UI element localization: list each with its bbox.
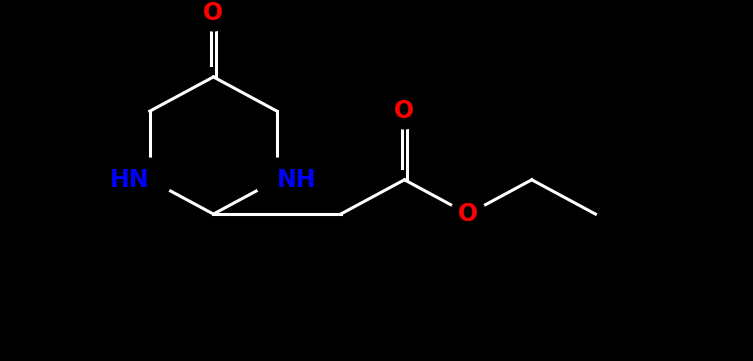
Circle shape [255,158,299,201]
Text: NH: NH [277,168,316,192]
Circle shape [387,93,422,129]
Circle shape [196,0,231,31]
Circle shape [450,196,486,232]
Circle shape [128,158,171,201]
Text: O: O [458,202,478,226]
Text: O: O [395,99,414,123]
Text: HN: HN [110,168,150,192]
Text: O: O [203,1,224,25]
